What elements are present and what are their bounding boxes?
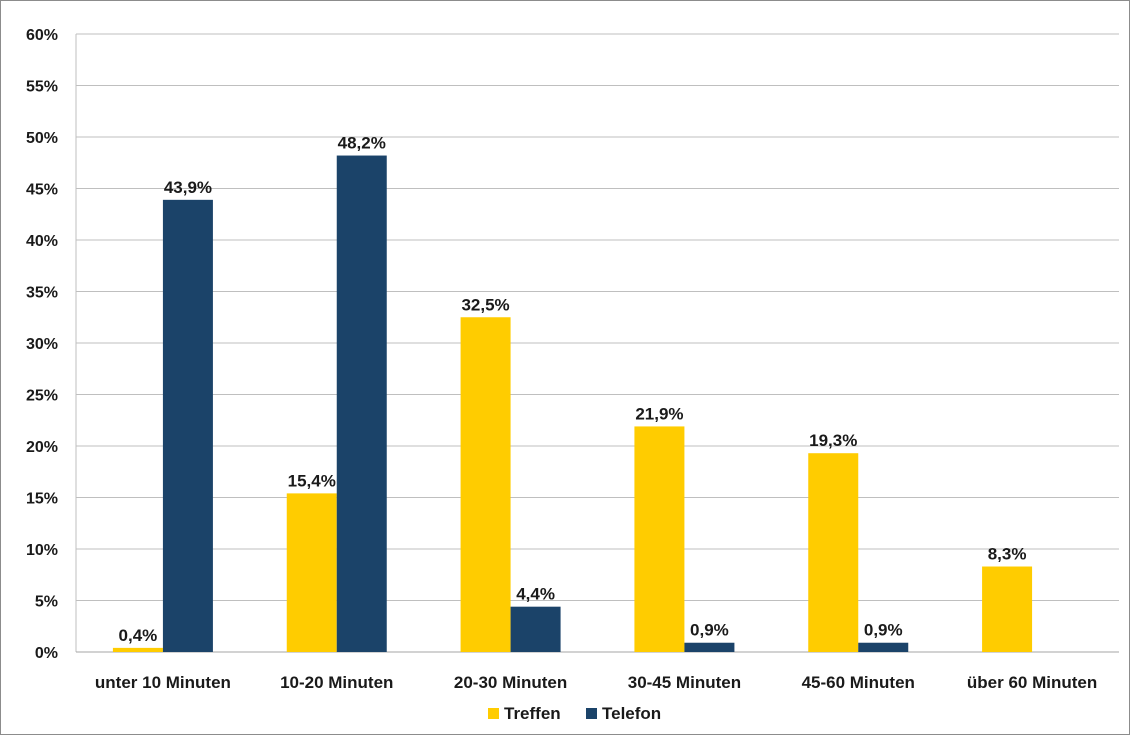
y-tick-label: 60% <box>26 27 58 44</box>
y-tick-label: 15% <box>26 491 58 508</box>
x-tick-label: unter 10 Minuten <box>95 673 231 692</box>
legend-swatch-treffen <box>488 708 499 719</box>
y-tick-label: 20% <box>26 439 58 456</box>
bar-telefon <box>162 199 213 652</box>
x-tick-label: 30-45 Minuten <box>628 673 741 692</box>
bar-telefon <box>510 606 561 652</box>
data-label-telefon: 43,9% <box>164 178 212 197</box>
bar-treffen <box>460 317 511 652</box>
data-label-treffen: 19,3% <box>809 431 857 450</box>
data-label-treffen: 21,9% <box>635 404 683 423</box>
y-axis: 0% 5% 10% 15% 20% 25% 30% 35% 40% 45% 50% 55% 60% <box>26 27 58 662</box>
bar-telefon <box>858 642 909 652</box>
y-tick-label: 55% <box>26 79 58 96</box>
legend-label-telefon: Telefon <box>602 704 661 723</box>
x-axis: unter 10 Minuten 10-20 Minuten 20-30 Minut… <box>95 673 1097 692</box>
x-tick-label: 20-30 Minuten <box>454 673 567 692</box>
data-label-treffen: 0,4% <box>119 626 158 645</box>
x-tick-label: über 60 Minuten <box>967 673 1097 692</box>
legend-swatch-telefon <box>586 708 597 719</box>
y-tick-label: 40% <box>26 233 58 250</box>
x-tick-label: 10-20 Minuten <box>280 673 393 692</box>
legend: Treffen Telefon <box>488 704 661 723</box>
data-label-telefon: 0,9% <box>690 621 729 640</box>
data-labels: 0,4% 43,9% 15,4% 48,2% 32,5% 4,4% 21,9% 0,9% 19,… <box>119 134 1027 645</box>
x-tick-label: 45-60 Minuten <box>802 673 915 692</box>
y-tick-label: 25% <box>26 388 58 405</box>
data-label-treffen: 32,5% <box>461 295 509 314</box>
bar-treffen <box>982 566 1033 652</box>
data-label-treffen: 15,4% <box>288 471 336 490</box>
y-tick-label: 50% <box>26 130 58 147</box>
y-tick-label: 0% <box>35 645 58 662</box>
data-label-telefon: 4,4% <box>516 585 555 604</box>
bar-treffen <box>286 493 337 652</box>
bar-telefon <box>684 642 735 652</box>
y-tick-label: 45% <box>26 182 58 199</box>
bar-treffen <box>112 647 163 652</box>
legend-label-treffen: Treffen <box>504 704 561 723</box>
bar-treffen <box>808 453 859 652</box>
y-tick-label: 35% <box>26 285 58 302</box>
bar-telefon <box>336 155 387 653</box>
y-tick-label: 10% <box>26 542 58 559</box>
data-label-telefon: 0,9% <box>864 621 903 640</box>
bars <box>112 155 1033 653</box>
data-label-telefon: 48,2% <box>338 134 386 153</box>
y-tick-label: 5% <box>35 594 58 611</box>
y-tick-label: 30% <box>26 336 58 353</box>
gridlines <box>75 33 1119 653</box>
data-label-treffen: 8,3% <box>988 545 1027 564</box>
bar-treffen <box>634 426 685 652</box>
